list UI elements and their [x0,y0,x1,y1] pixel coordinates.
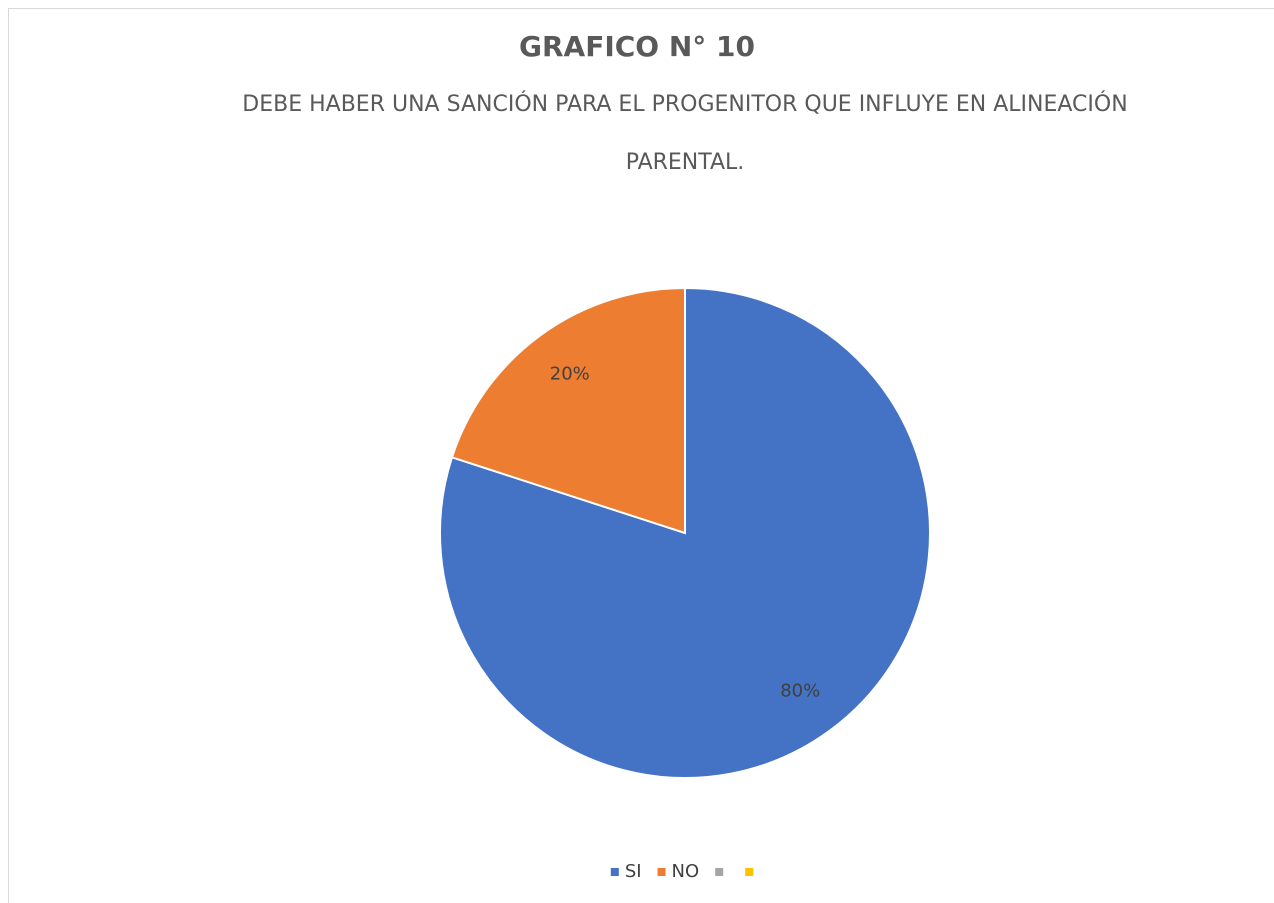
chart-subtitle: DEBE HABER UNA SANCIÓN PARA EL PROGENITO… [242,92,1128,175]
chart-title: GRAFICO N° 10 [518,30,755,63]
legend-label: SI [625,861,642,882]
legend-swatch [610,868,619,876]
legend-swatch [745,868,754,876]
chart-frame [8,8,1274,903]
legend-label: NO [672,861,700,882]
pie-slice [450,286,686,535]
pie-slice [439,286,931,779]
data-label: 20% [550,363,590,384]
data-label: 80% [780,681,820,702]
legend-swatch [657,868,666,876]
legend: SI NO [610,861,754,882]
legend-swatch [715,868,724,876]
